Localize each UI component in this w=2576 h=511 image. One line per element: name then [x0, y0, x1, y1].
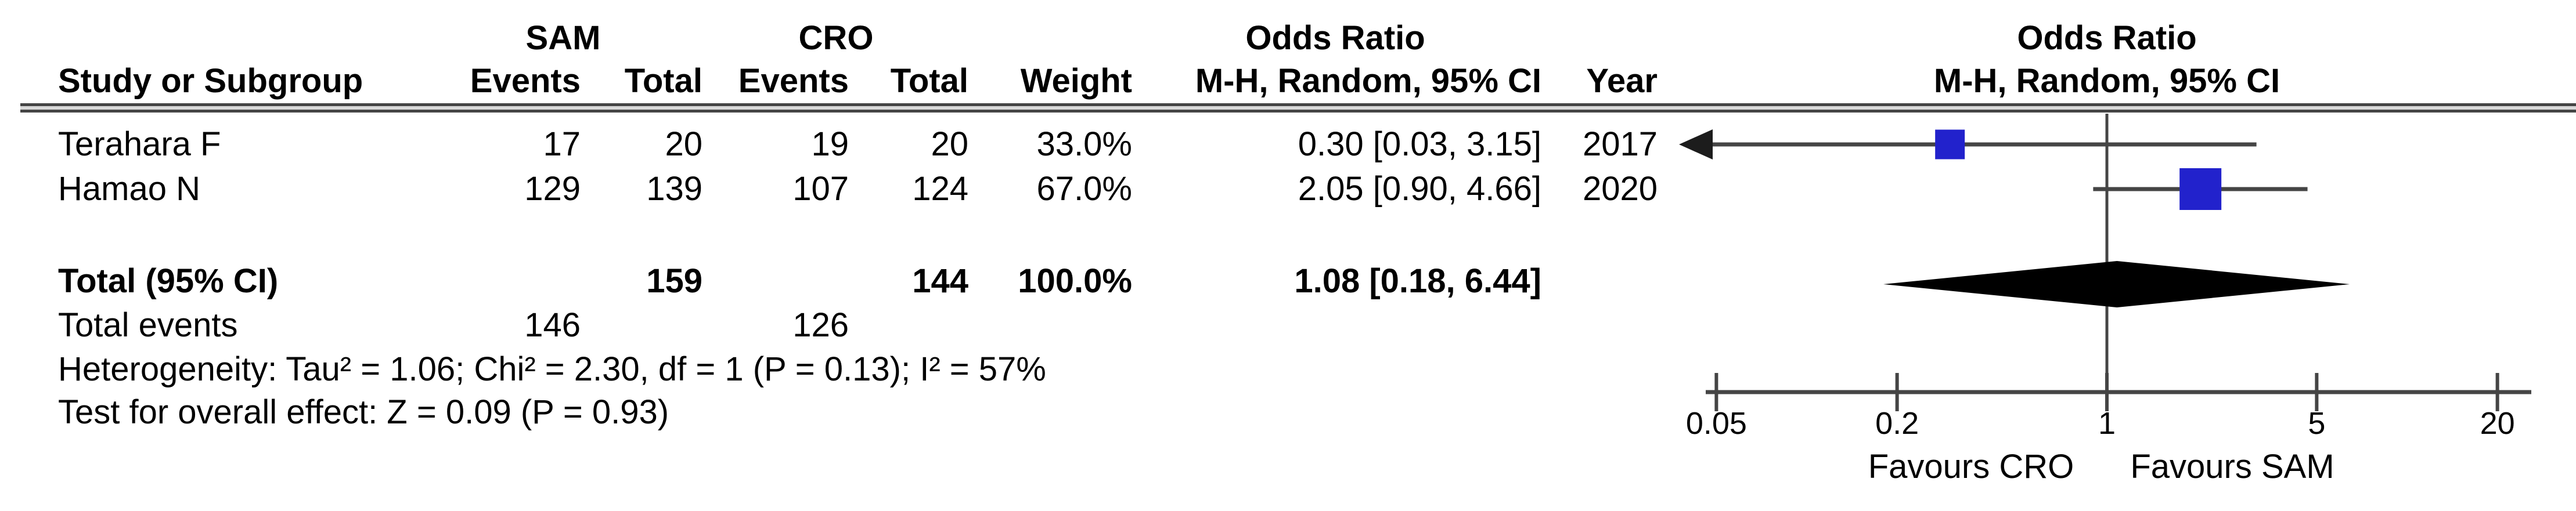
axis-tick-label: 20 [2480, 406, 2515, 441]
or-point-marker [1935, 129, 1965, 160]
sam-total: 20 [665, 125, 702, 163]
header-separator-rule [20, 103, 2576, 113]
or-point-marker [2179, 168, 2222, 210]
col-header-weight: Weight [1020, 62, 1132, 100]
plot-group-header: Odds Ratio [2017, 19, 2197, 57]
axis-tick-label: 0.05 [1686, 406, 1747, 441]
pooled-effect-diamond [1883, 261, 2350, 307]
weight-value: 33.0% [1036, 125, 1132, 163]
total-cro-total: 144 [912, 262, 968, 300]
total-or-ci: 1.08 [0.18, 6.44] [1294, 262, 1541, 300]
favours-right-label: Favours SAM [2130, 448, 2334, 485]
or-column-group-header: Odds Ratio [1245, 19, 1425, 57]
study-name: Terahara F [58, 125, 221, 163]
or-ci-value: 2.05 [0.90, 4.66] [1298, 170, 1541, 208]
group-header-sam: SAM [525, 19, 601, 57]
axis-tick-label: 1 [2098, 406, 2116, 441]
overall-effect-test: Test for overall effect: Z = 0.09 (P = 0… [58, 393, 669, 431]
weight-value: 67.0% [1036, 170, 1132, 208]
total-events-label: Total events [58, 306, 238, 344]
col-header-cro-total: Total [890, 62, 968, 100]
cro-total: 20 [931, 125, 968, 163]
study-name: Hamao N [58, 170, 200, 208]
col-header-study: Study or Subgroup [58, 62, 363, 100]
col-header-plot-or-ci: M-H, Random, 95% CI [1933, 62, 2280, 100]
cro-events: 107 [792, 170, 849, 208]
or-ci-value: 0.30 [0.03, 3.15] [1298, 125, 1541, 163]
axis-tick-label: 0.2 [1875, 406, 1919, 441]
col-header-or-ci: M-H, Random, 95% CI [1195, 62, 1541, 100]
group-header-cro: CRO [798, 19, 874, 57]
total-sam-total: 159 [646, 262, 702, 300]
cro-events: 19 [811, 125, 849, 163]
col-header-cro-events: Events [738, 62, 849, 100]
total-events-cro: 126 [792, 306, 849, 344]
col-header-sam-events: Events [470, 62, 581, 100]
cro-total: 124 [912, 170, 968, 208]
ci-arrow-left-icon [1679, 129, 1713, 160]
year-value: 2017 [1582, 125, 1658, 163]
col-header-year: Year [1586, 62, 1658, 100]
favours-left-label: Favours CRO [1868, 448, 2074, 485]
total-weight: 100.0% [1018, 262, 1132, 300]
sam-events: 17 [543, 125, 581, 163]
total-events-sam: 146 [524, 306, 581, 344]
sam-events: 129 [524, 170, 581, 208]
year-value: 2020 [1582, 170, 1658, 208]
heterogeneity-stats: Heterogeneity: Tau² = 1.06; Chi² = 2.30,… [58, 350, 1046, 388]
axis-tick-label: 5 [2308, 406, 2325, 441]
sam-total: 139 [646, 170, 702, 208]
total-row-label: Total (95% CI) [58, 262, 279, 300]
col-header-sam-total: Total [624, 62, 702, 100]
